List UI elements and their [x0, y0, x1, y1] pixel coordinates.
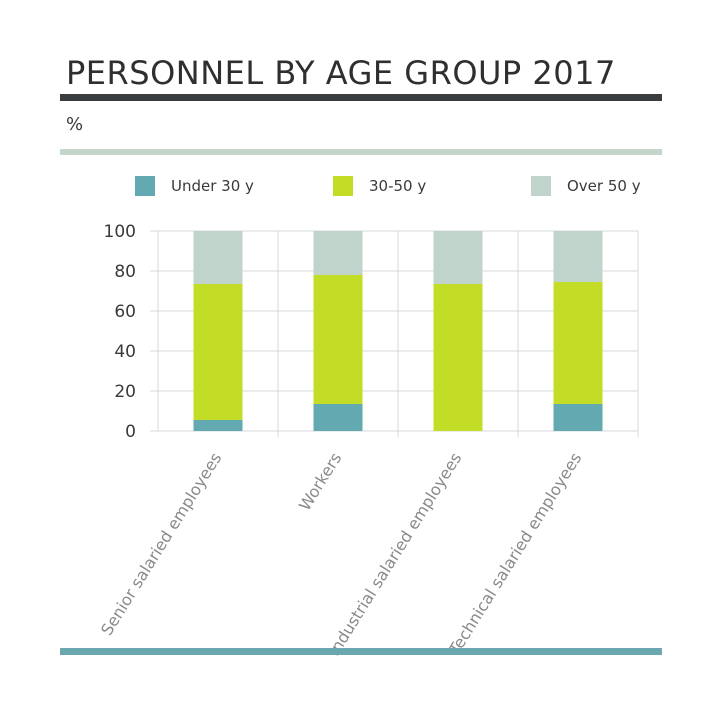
category-label: Industrial salaried employees: [324, 449, 465, 659]
bar-segment: [433, 231, 483, 284]
category-label: Workers: [295, 449, 345, 514]
legend-label: Over 50 y: [567, 177, 641, 195]
legend-swatch: [531, 176, 551, 196]
bar-segment: [313, 275, 363, 404]
header-rule: [60, 149, 662, 155]
bar-segment: [193, 231, 243, 284]
bar-segment: [193, 284, 243, 420]
bar-segment: [313, 404, 363, 431]
bar-segment: [553, 231, 603, 282]
bar-segment: [313, 231, 363, 275]
legend-swatch: [333, 176, 353, 196]
y-tick-label: 40: [114, 342, 136, 362]
footer-rule: [60, 648, 662, 655]
bar-segment: [433, 284, 483, 431]
bar-segment: [553, 404, 603, 431]
legend-item-under-30: Under 30 y: [135, 176, 254, 196]
legend-item-over-50: Over 50 y: [531, 176, 641, 196]
y-tick-label: 0: [125, 422, 136, 442]
y-tick-label: 20: [114, 382, 136, 402]
unit-label: %: [66, 114, 84, 135]
y-tick-label: 100: [104, 222, 136, 242]
page-title: PERSONNEL BY AGE GROUP 2017: [66, 54, 616, 92]
bar-segment: [553, 282, 603, 404]
legend-swatch: [135, 176, 155, 196]
category-label: Senior salaried employees: [97, 449, 225, 639]
y-tick-label: 80: [114, 262, 136, 282]
title-rule: [60, 94, 662, 101]
category-label: Technical salaried employees: [445, 449, 586, 659]
legend-label: Under 30 y: [171, 177, 254, 195]
y-tick-label: 60: [114, 302, 136, 322]
legend-label: 30-50 y: [369, 177, 427, 195]
legend-item-30-50: 30-50 y: [333, 176, 426, 196]
bar-segment: [193, 420, 243, 431]
